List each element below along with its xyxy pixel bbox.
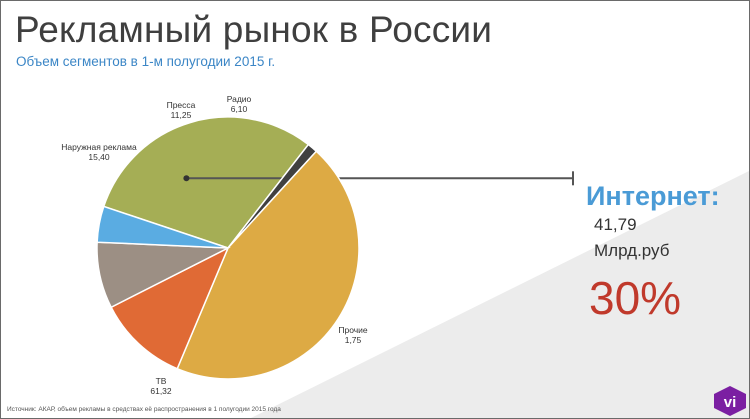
page-subtitle: Объем сегментов в 1-м полугодии 2015 г. xyxy=(16,54,276,69)
slice-label-пресса: Пресса xyxy=(167,100,196,110)
callout-percent: 30% xyxy=(589,272,682,324)
pie-slice-3 xyxy=(176,150,360,380)
pie-slice-4 xyxy=(110,246,230,370)
callout-value: 41,79 xyxy=(594,215,637,234)
slice-value-пресса: 11,25 xyxy=(171,110,192,120)
slice-value-прочие: 1,75 xyxy=(345,335,362,345)
slice-label-тв: ТВ xyxy=(156,376,167,386)
page-title: Рекламный рынок в России xyxy=(15,9,493,50)
slice-label-наружная-реклама: Наружная реклама xyxy=(61,142,137,152)
logo-text: vi xyxy=(724,394,737,411)
slice-value-радио: 6,10 xyxy=(231,104,248,114)
callout-leader-dot xyxy=(183,175,190,182)
slice-value-тв: 61,32 xyxy=(150,386,172,396)
slice-label-прочие: Прочие xyxy=(338,325,368,335)
slice-label-радио: Радио xyxy=(227,94,252,104)
slice-value-наружная-реклама: 15,40 xyxy=(88,152,110,162)
pie-slice-6 xyxy=(96,205,229,249)
pie-slice-1 xyxy=(102,116,310,249)
source-note: Источник: АКАР, объем рекламы в средства… xyxy=(7,406,281,413)
logo-badge: vi xyxy=(714,386,746,416)
callout-unit: Млрд.руб xyxy=(594,241,670,260)
callout-title: Интернет: xyxy=(586,181,720,211)
